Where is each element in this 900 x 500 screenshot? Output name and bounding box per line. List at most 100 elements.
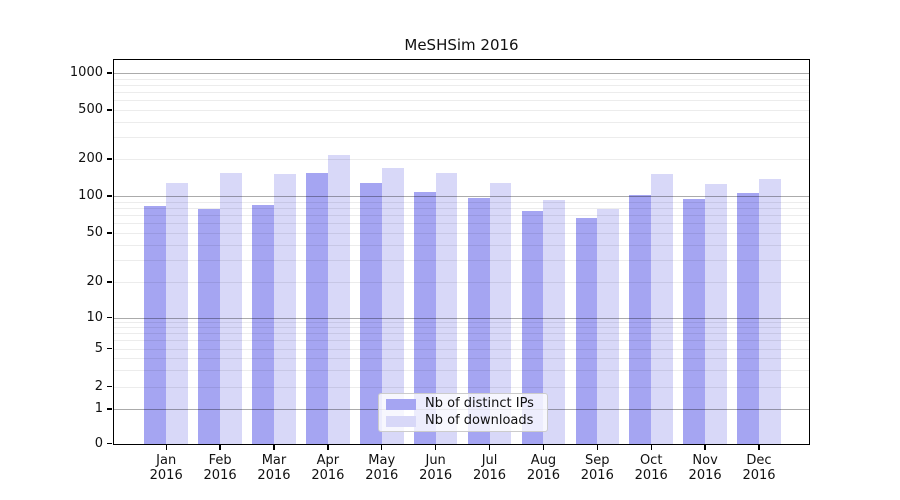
y-tick [107,408,112,410]
x-tick [219,445,221,450]
gridline-minor [113,159,810,160]
plot-area [113,59,810,445]
chart-title: MeSHSim 2016 [404,36,519,54]
bar-distinct-ips-nov [683,199,706,445]
y-tick-label: 100 [78,188,103,203]
legend-swatch-downloads [386,415,416,427]
y-tick [107,316,112,319]
x-tick-label: Jan 2016 [149,453,183,483]
y-tick [107,347,112,350]
legend-swatch-distinct-ips [386,398,416,410]
gridline-major [113,317,810,319]
bar-downloads-mar [273,173,296,445]
x-tick [381,445,383,450]
x-tick-label: Oct 2016 [634,453,668,483]
x-tick [165,445,167,450]
gridline-major [113,73,810,74]
bar-downloads-nov [705,184,727,445]
y-tick-label: 20 [86,274,103,289]
gridline-minor [113,223,810,225]
bar-distinct-ips-aug [521,211,544,445]
x-tick [596,445,598,450]
x-tick-label: Aug 2016 [526,453,560,483]
gridline-minor [113,386,810,388]
bar-downloads-may [381,168,404,445]
y-tick [107,281,112,283]
gridline-minor [113,207,810,209]
y-tick-label: 10 [86,309,103,325]
gridline-minor [113,78,810,80]
gridline-minor [113,215,810,217]
x-tick-label: Jul 2016 [472,453,507,483]
bar-downloads-dec [758,179,781,445]
x-tick [758,445,760,450]
y-tick-label: 2 [94,378,103,394]
x-tick [542,445,545,450]
legend-entry-downloads: Nb of downloads [386,414,540,428]
x-tick-label: Apr 2016 [311,453,345,483]
y-tick [107,232,112,234]
x-tick [704,445,706,450]
y-tick-label: 50 [86,225,103,240]
x-tick [650,445,652,450]
gridline-minor [113,92,810,94]
gridline-minor [113,84,810,86]
bar-downloads-apr [327,154,350,445]
gridline-minor [113,322,810,324]
x-tick [327,445,329,450]
x-tick [434,445,437,450]
gridline-minor [113,244,810,246]
gridline-minor [113,357,810,359]
y-tick [107,385,112,388]
bar-downloads-jan [166,182,188,445]
y-tick [107,195,112,197]
gridline-minor [113,369,810,371]
y-tick [107,72,112,74]
x-tick [273,445,275,450]
gridline-minor [113,100,810,102]
gridline-minor [113,327,810,329]
x-tick-label: Jun 2016 [419,453,453,483]
x-tick-label: Mar 2016 [257,453,291,483]
gridline-minor [113,233,810,234]
gridline-minor [113,110,810,111]
bar-distinct-ips-jul [467,198,490,445]
bar-downloads-sep [597,209,620,445]
gridline-minor [113,137,810,139]
y-tick-label: 0 [94,435,103,451]
bar-distinct-ips-oct [629,194,652,445]
gridline-minor [113,201,810,203]
legend: Nb of distinct IPs Nb of downloads [378,393,548,432]
bar-downloads-feb [220,173,242,445]
bar-downloads-aug [543,199,566,445]
x-tick [488,445,491,450]
bar-distinct-ips-jan [144,205,167,445]
gridline-major [113,196,810,197]
bar-downloads-jun [435,172,458,445]
y-tick-label: 1000 [69,65,103,80]
y-tick [107,109,112,111]
bar-distinct-ips-jun [413,192,436,445]
y-tick [107,442,112,445]
bar-downloads-jul [489,183,512,445]
bar-distinct-ips-apr [306,173,328,445]
bar-distinct-ips-may [359,183,382,445]
bar-distinct-ips-dec [737,192,759,445]
gridline-minor [113,121,810,123]
x-tick-label: Nov 2016 [688,453,722,483]
x-tick-label: Sep 2016 [580,453,614,483]
y-tick-label: 200 [78,151,103,166]
y-tick-label: 5 [94,340,103,356]
gridline-minor [113,333,810,335]
bar-downloads-oct [651,174,673,445]
legend-label-downloads: Nb of downloads [425,413,534,428]
x-tick-label: Feb 2016 [203,453,237,483]
y-tick [107,158,112,160]
legend-label-distinct-ips: Nb of distinct IPs [425,396,534,411]
bar-distinct-ips-mar [252,205,274,445]
bar-distinct-ips-feb [198,209,221,445]
gridline-minor [113,260,810,262]
x-tick-label: Dec 2016 [742,453,776,483]
gridline-minor [113,282,810,283]
